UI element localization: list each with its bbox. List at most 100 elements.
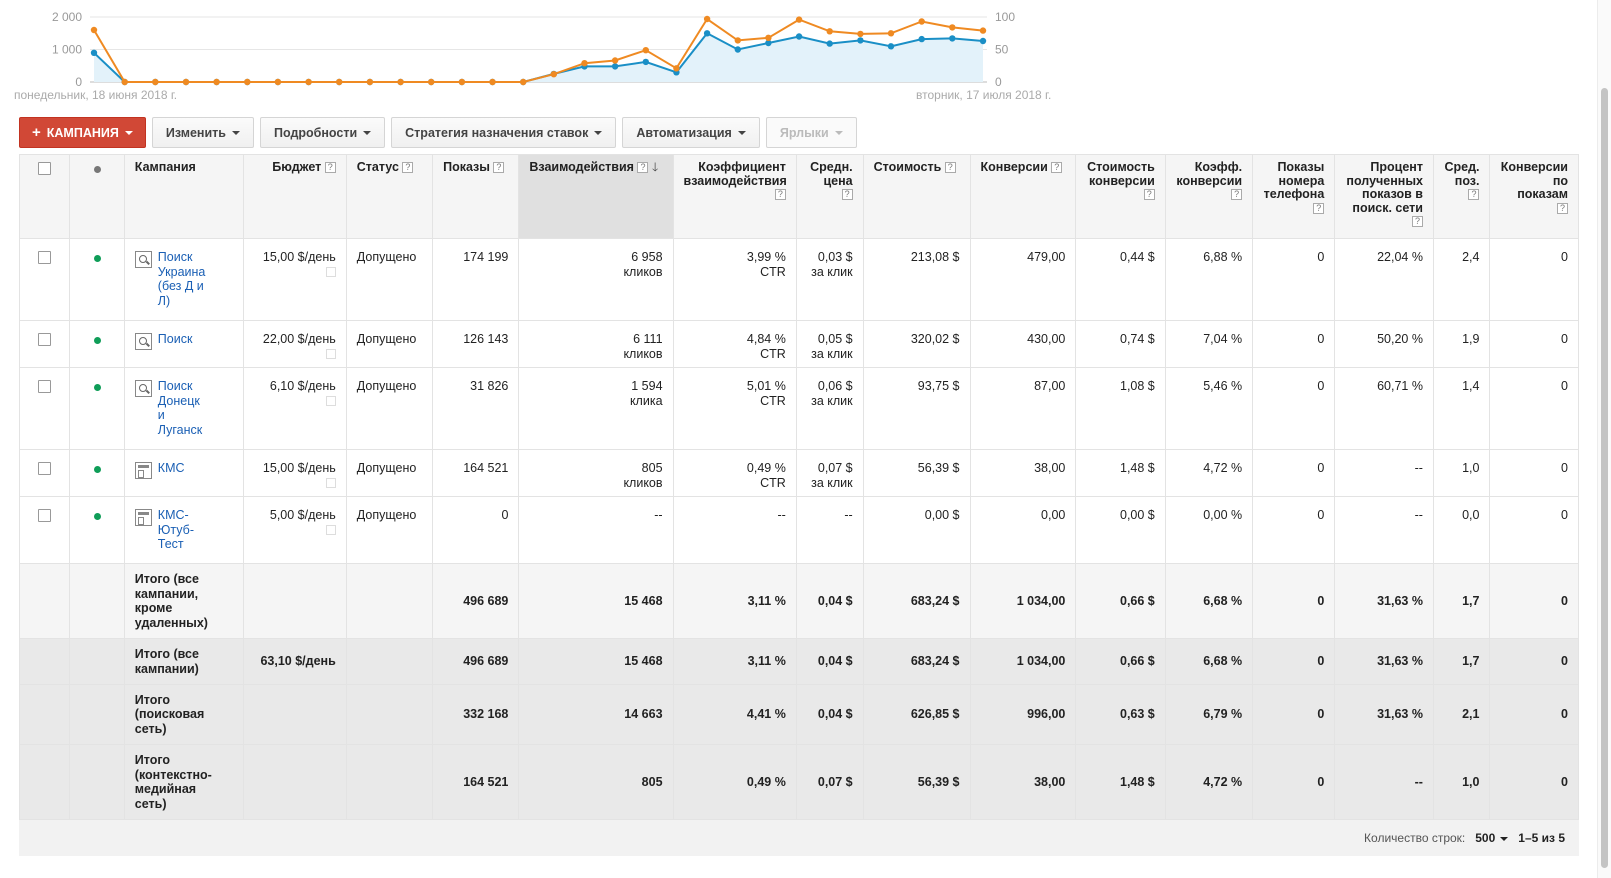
header-budget[interactable]: Бюджет ? (243, 154, 347, 239)
header-cost-per-conversion[interactable]: Стоимость конверсии? (1075, 154, 1166, 239)
header-avg-cost-line1: Средн. (810, 160, 853, 174)
row-checkbox[interactable] (38, 251, 52, 264)
totals-conv-rate-value: 4,72 % (1203, 774, 1243, 789)
edit-budget-icon[interactable] (325, 524, 336, 535)
status-enabled-dot-icon[interactable] (93, 466, 101, 473)
header-avg-pos[interactable]: Сред. поз.? (1432, 154, 1491, 239)
edit-button[interactable]: Изменить (151, 117, 254, 148)
table-row[interactable]: Поиск 22,00 $/день Допущено 126 143 6 111 кли… (18, 320, 1579, 368)
avg-cost-value: 0,07 $ (817, 461, 853, 475)
scrollbar-thumb[interactable] (1601, 88, 1608, 868)
campaign-name-link[interactable]: Поиск (158, 332, 193, 350)
campaign-name-line: и (157, 408, 165, 422)
automation-button[interactable]: Автоматизация (622, 117, 760, 148)
edit-budget-icon[interactable] (325, 266, 336, 277)
empty-cell (69, 684, 125, 745)
phone-cell: 0 (1252, 367, 1336, 450)
details-button[interactable]: Подробности (259, 117, 386, 148)
totals-avg-pos-value: 2,1 (1462, 707, 1480, 722)
campaign-name-link[interactable]: КМС (158, 461, 185, 479)
table-row[interactable]: КМС- Ютуб- Тест 5,00 $/день Допущено 0 -- -- -- 0… (18, 496, 1579, 564)
status-enabled-dot-icon[interactable] (93, 513, 101, 520)
status-enabled-dot-icon[interactable] (93, 255, 101, 262)
avg-pos-cell: 2,4 (1432, 238, 1491, 321)
header-interaction-rate[interactable]: Коэффициент взаимодействия? (672, 154, 797, 239)
add-campaign-button[interactable]: + КАМПАНИЯ (19, 117, 146, 148)
row-checkbox[interactable] (38, 462, 52, 475)
bidding-strategy-button[interactable]: Стратегия назначения ставок (391, 117, 617, 148)
edit-budget-icon[interactable] (325, 477, 336, 488)
cost-cell: 0,00 $ (862, 496, 971, 564)
header-conversions[interactable]: Конверсии ? (969, 154, 1077, 239)
help-icon[interactable]: ? (1411, 216, 1423, 228)
cost-conv-value: 0,74 $ (1120, 332, 1155, 346)
status-enabled-dot-icon[interactable] (93, 337, 101, 344)
cost-value: 56,39 $ (917, 461, 960, 475)
header-view-conversions[interactable]: Конверсии по показам? (1489, 154, 1579, 239)
help-icon[interactable]: ? (841, 189, 853, 201)
row-checkbox[interactable] (38, 380, 52, 393)
status-cell: Допущено (345, 449, 434, 497)
edit-budget-icon[interactable] (325, 348, 336, 359)
campaign-name-link[interactable]: Поиск Донецк и Луганск (158, 379, 202, 437)
header-status[interactable]: Статус ? (345, 154, 434, 239)
help-icon[interactable]: ? (1557, 202, 1568, 214)
help-icon[interactable]: ? (637, 162, 649, 174)
series-point (428, 78, 435, 86)
table-row[interactable]: Поиск Украина (без Д и Л) 15,00 $/день Допуще… (18, 238, 1579, 321)
totals-search-is-value: 31,63 % (1377, 707, 1423, 722)
totals-label-cell: Итого (поисковая сеть) (123, 684, 245, 745)
help-icon[interactable]: ? (324, 162, 336, 174)
avg-cost-cell: 0,05 $ за клик (795, 320, 864, 368)
row-checkbox[interactable] (38, 509, 52, 522)
status-value: Допущено (356, 461, 417, 475)
header-interactions[interactable]: Взаимодействия ? 🡓 (518, 154, 674, 239)
status-cell: Допущено (345, 367, 434, 450)
help-icon[interactable]: ? (402, 162, 414, 174)
campaign-name-link[interactable]: КМС- Ютуб- Тест (158, 508, 194, 552)
help-icon[interactable]: ? (1468, 189, 1480, 201)
empty-cell (69, 563, 125, 639)
row-checkbox[interactable] (38, 333, 52, 346)
avg-cost-value: 0,03 $ (817, 250, 853, 264)
header-search-impr-share[interactable]: Процент полученных показов в поиск. сети? (1334, 154, 1434, 239)
totals-cost-cell: 683,24 $ (862, 638, 971, 685)
edit-budget-icon[interactable] (325, 395, 336, 406)
header-campaign[interactable]: Кампания (123, 154, 245, 239)
impressions-cell: 31 826 (432, 367, 520, 450)
table-row[interactable]: КМС 15,00 $/день Допущено 164 521 805 кликов 0… (18, 449, 1579, 497)
campaign-name-link[interactable]: Поиск Украина (без Д и Л) (158, 250, 206, 308)
budget-cell: 5,00 $/день (243, 496, 347, 564)
avg-cost-unit: за клик (811, 346, 853, 361)
labels-button[interactable]: Ярлыки (765, 117, 857, 148)
display-icon (134, 462, 152, 479)
header-cost[interactable]: Стоимость ? (862, 154, 971, 239)
help-icon[interactable]: ? (944, 162, 956, 174)
interactions-unit: кликов (623, 264, 663, 279)
totals-impressions-cell: 496 689 (432, 563, 520, 639)
totals-avg-cost-cell: 0,07 $ (795, 744, 864, 820)
help-icon[interactable]: ? (1143, 189, 1155, 201)
status-enabled-dot-icon[interactable] (93, 384, 101, 391)
table-row[interactable]: Поиск Донецк и Луганск 6,10 $/день Допущено 31… (18, 367, 1579, 450)
help-icon[interactable]: ? (1313, 202, 1325, 214)
totals-avg-pos-cell: 2,1 (1432, 684, 1491, 745)
header-impressions[interactable]: Показы ? (432, 154, 520, 239)
help-icon[interactable]: ? (1231, 189, 1243, 201)
rows-count-select[interactable]: 500 (1475, 831, 1509, 845)
conversions-cell: 87,00 (969, 367, 1077, 450)
status-cell: Допущено (345, 496, 434, 564)
header-conversion-rate[interactable]: Коэфф. конверсии? (1164, 154, 1254, 239)
display-icon (134, 509, 152, 526)
rate-cell: 0,49 % CTR (672, 449, 797, 497)
page-scrollbar[interactable] (1597, 0, 1611, 878)
select-all-checkbox[interactable] (38, 162, 52, 175)
totals-cost-cell: 626,85 $ (862, 684, 971, 745)
help-icon[interactable]: ? (1051, 162, 1063, 174)
header-avg-cost[interactable]: Средн. цена? (795, 154, 864, 239)
totals-label-line: кампании, (134, 586, 199, 601)
help-icon[interactable]: ? (493, 162, 505, 174)
help-icon[interactable]: ? (774, 189, 786, 201)
totals-label-line: (поисковая (134, 707, 205, 722)
header-phone-impressions[interactable]: Показы номера телефона? (1252, 154, 1336, 239)
